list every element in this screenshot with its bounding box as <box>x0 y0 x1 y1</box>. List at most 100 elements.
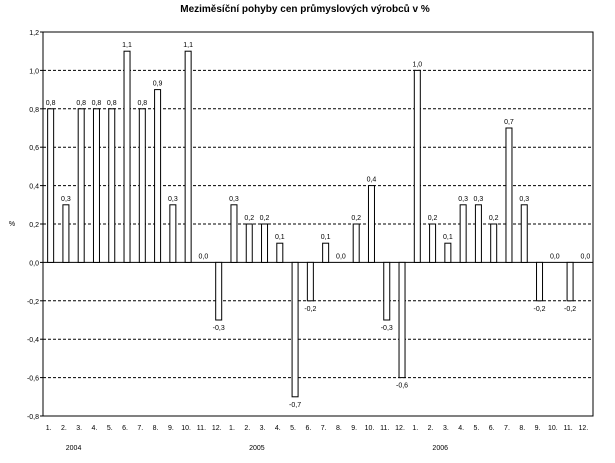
x-tick-label: 4. <box>458 425 464 432</box>
year-label: 2005 <box>249 445 265 452</box>
x-tick-label: 3. <box>76 425 82 432</box>
x-tick-label: 5. <box>107 425 113 432</box>
bar <box>184 50 192 263</box>
x-tick-label: 11. <box>197 425 206 432</box>
bar <box>367 185 375 263</box>
data-label: -0,6 <box>396 383 408 390</box>
data-label: 0,8 <box>137 100 147 107</box>
data-label: 0,3 <box>519 196 529 203</box>
bar <box>383 261 391 321</box>
data-label: 0,2 <box>260 215 270 222</box>
x-tick-label: 4. <box>275 425 281 432</box>
bar <box>429 223 437 263</box>
x-tick-label: 6. <box>305 425 311 432</box>
year-label: 2004 <box>66 445 82 452</box>
data-label: 0,8 <box>76 100 86 107</box>
y-tick-label: -0,8 <box>27 414 39 421</box>
x-tick-label: 10. <box>365 425 375 432</box>
bar <box>398 261 406 379</box>
data-label: 0,0 <box>550 253 560 260</box>
x-tick-label: 3. <box>260 425 266 432</box>
x-tick-label: 10. <box>548 425 558 432</box>
x-tick-label: 7. <box>321 425 327 432</box>
bar <box>230 204 238 263</box>
bar <box>306 261 314 302</box>
y-tick-label: -0,6 <box>27 376 39 383</box>
bar <box>138 108 146 263</box>
y-tick-label: 1,2 <box>29 30 39 37</box>
bar <box>566 261 574 302</box>
data-label: 1,0 <box>412 61 422 68</box>
bar <box>520 204 528 263</box>
bar <box>245 223 253 263</box>
data-label: 0,0 <box>199 253 209 260</box>
plot-area-border <box>42 31 594 417</box>
y-tick-label: 0,8 <box>29 107 39 114</box>
bar <box>536 261 544 302</box>
bar <box>92 108 100 263</box>
data-label: -0,2 <box>533 306 545 313</box>
data-label: 0,3 <box>458 196 468 203</box>
x-tick-label: 7. <box>137 425 143 432</box>
x-tick-label: 9. <box>168 425 174 432</box>
bar <box>413 69 421 263</box>
x-tick-label: 8. <box>336 425 342 432</box>
bar <box>123 50 131 263</box>
y-tick-label: -0,4 <box>27 337 39 344</box>
x-tick-label: 6. <box>489 425 495 432</box>
bar <box>77 108 85 263</box>
bar <box>62 204 70 263</box>
y-axis-label: % <box>9 221 15 228</box>
bar <box>291 261 299 398</box>
data-label: 0,0 <box>580 253 590 260</box>
data-label: 0,7 <box>504 119 514 126</box>
data-label: 0,8 <box>107 100 117 107</box>
x-tick-label: 5. <box>290 425 296 432</box>
y-tick-label: -0,2 <box>27 299 39 306</box>
x-tick-label: 11. <box>563 425 572 432</box>
x-tick-label: 1. <box>46 425 52 432</box>
y-tick-label: 0,4 <box>29 184 39 191</box>
bar <box>459 204 467 263</box>
y-tick-label: 0,0 <box>29 260 39 267</box>
x-tick-label: 8. <box>153 425 159 432</box>
data-label: 0,3 <box>61 196 71 203</box>
bar <box>276 242 284 263</box>
data-label: 0,3 <box>474 196 484 203</box>
data-label: 0,2 <box>244 215 254 222</box>
data-label: 0,1 <box>275 234 285 241</box>
chart-title: Meziměsíční pohyby cen průmyslových výro… <box>180 3 430 15</box>
bar <box>490 223 498 263</box>
data-label: 1,1 <box>183 42 193 49</box>
data-label: 1,1 <box>122 42 132 49</box>
x-tick-label: 2. <box>244 425 250 432</box>
bar <box>169 204 177 263</box>
x-tick-label: 4. <box>92 425 98 432</box>
data-label: 0,2 <box>428 215 438 222</box>
data-label: 0,1 <box>443 234 453 241</box>
x-tick-label: 9. <box>351 425 357 432</box>
x-tick-label: 11. <box>380 425 389 432</box>
bar <box>47 108 55 263</box>
data-label: 0,2 <box>351 215 361 222</box>
bar <box>215 261 223 321</box>
bar <box>322 242 330 263</box>
y-tick-label: 0,2 <box>29 222 39 229</box>
year-label: 2006 <box>432 445 448 452</box>
bar <box>505 127 513 263</box>
bar <box>474 204 482 263</box>
x-tick-label: 12. <box>212 425 222 432</box>
x-tick-label: 2. <box>428 425 434 432</box>
x-tick-label: 12. <box>578 425 588 432</box>
data-label: -0,7 <box>289 402 301 409</box>
bar <box>352 223 360 263</box>
bar <box>108 108 116 263</box>
data-label: 0,0 <box>336 253 346 260</box>
data-label: 0,2 <box>489 215 499 222</box>
data-label: 0,1 <box>321 234 331 241</box>
bar <box>444 242 452 263</box>
data-label: 0,9 <box>153 81 163 88</box>
data-label: 0,3 <box>229 196 239 203</box>
x-tick-label: 10. <box>181 425 191 432</box>
